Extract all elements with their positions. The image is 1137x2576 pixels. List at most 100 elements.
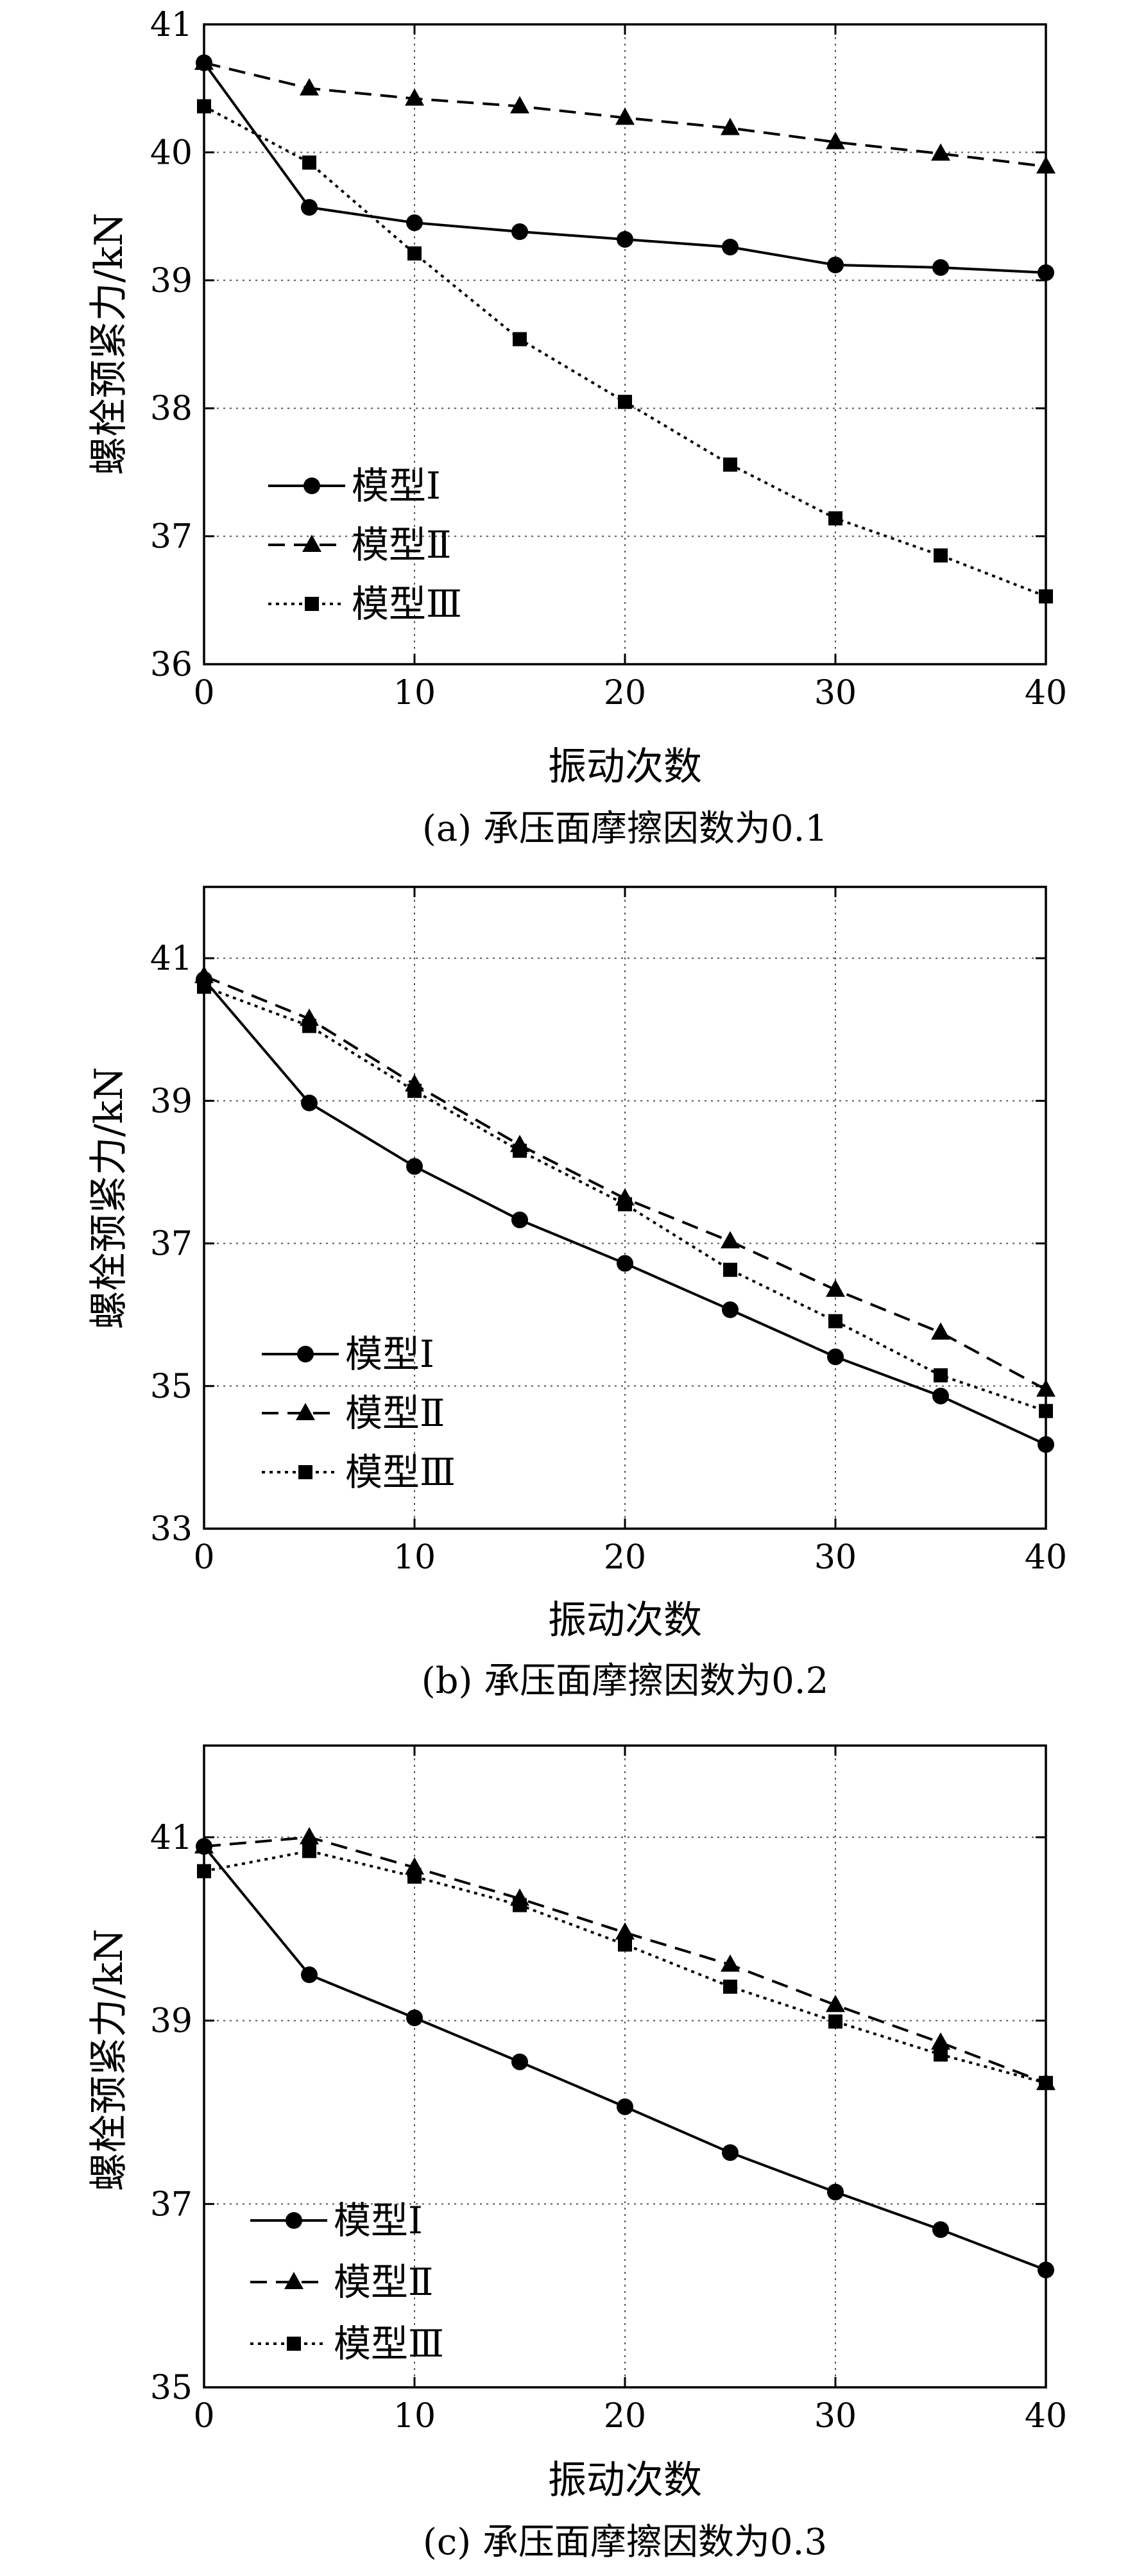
chart-c-series-3-point — [934, 2047, 948, 2062]
chart-a-series-3-point — [407, 246, 422, 261]
chart-a-series-1-point — [301, 199, 318, 216]
chart-c-series-3-point — [197, 1864, 211, 1878]
chart-a: 螺栓预紧力/kN 0 10 20 30 40363738394041模型Ⅰ模型Ⅱ模型Ⅲ … — [87, 6, 1067, 850]
chart-b-x-tick-label: 30 — [814, 1538, 857, 1577]
chart-b-y-tick-label: 39 — [150, 1082, 192, 1121]
chart-a-legend-label-2: 模型Ⅱ — [352, 523, 451, 567]
chart-c-series-1-point — [301, 1966, 318, 1984]
chart-b-x-tick-label: 20 — [604, 1538, 646, 1577]
chart-a-series-1-point — [932, 259, 949, 276]
chart-c-series-1-point — [827, 2183, 844, 2201]
chart-b-y-tick-label: 37 — [150, 1225, 192, 1264]
chart-c-legend-label-3: 模型Ⅲ — [334, 2322, 444, 2366]
chart-a-series-3-point — [302, 155, 316, 170]
chart-a-plot: 0 10 20 30 40 36 37 38 39 40 41 模型Ⅰ 模型Ⅱ 模型Ⅲ — [150, 6, 1067, 712]
chart-b-y-tick-label: 33 — [150, 1510, 192, 1549]
chart-b-series-1-point — [406, 1158, 423, 1175]
chart-c-series-3-point — [1039, 2075, 1053, 2090]
chart-a-x-tick-label: 0 — [193, 674, 214, 712]
chart-c-legend-marker-2 — [284, 2272, 303, 2289]
chart-b-plot: 0 10 20 30 40 33 35 37 39 41 模型Ⅰ 模型Ⅱ 模型Ⅲ — [150, 886, 1067, 1577]
chart-b-series-1-point — [301, 1094, 318, 1112]
chart-c-legend-label-1: 模型Ⅰ — [334, 2199, 423, 2242]
chart-c-xlabel: 振动次数 — [548, 2458, 702, 2503]
chart-b-x-tick-label: 10 — [393, 1538, 436, 1577]
chart-c-series-3-point — [618, 1937, 632, 1952]
chart-c-series-3-point — [513, 1898, 527, 1912]
chart-a-y-tick-label: 39 — [150, 262, 192, 300]
chart-a-series-1-point — [406, 214, 423, 232]
chart-c-y-tick-label: 35 — [150, 2369, 192, 2407]
chart-b-series-1-point — [617, 1255, 633, 1272]
chart-c-x-tick-label: 30 — [814, 2397, 857, 2435]
chart-a-series-3-point — [197, 99, 211, 114]
chart-a-series-2-point — [931, 143, 950, 161]
chart-b-series-2-point — [826, 1279, 845, 1297]
chart-a-legend-marker-2 — [302, 535, 321, 552]
chart-c-series-2-point — [721, 1954, 740, 1972]
chart-c-legend-marker-3 — [287, 2337, 301, 2351]
chart-b-series-1-point — [1038, 1436, 1054, 1453]
chart-a-x-tick-label: 40 — [1025, 674, 1067, 712]
chart-c-series-3-point — [407, 1869, 422, 1884]
chart-b-legend-label-3: 模型Ⅲ — [345, 1450, 456, 1494]
chart-c-ylabel: 螺栓预紧力/kN — [87, 1928, 132, 2191]
chart-b-series-3-point — [407, 1083, 422, 1098]
chart-a-x-tick-label: 20 — [604, 674, 646, 712]
chart-b-y-tick-label: 41 — [150, 940, 192, 978]
chart-c-series-1-point — [1038, 2262, 1054, 2279]
chart-c-legend-label-2: 模型Ⅱ — [334, 2260, 433, 2304]
chart-b-xlabel: 振动次数 — [548, 1598, 702, 1643]
chart-b-x-tick-label: 0 — [193, 1538, 214, 1577]
chart-b-legend-label-1: 模型Ⅰ — [345, 1332, 434, 1376]
chart-c-series-3-line — [203, 1850, 1047, 2084]
chart-c-series-1-point — [932, 2221, 949, 2238]
chart-a-x-tick-label: 30 — [814, 674, 857, 712]
chart-a-y-tick-label: 37 — [150, 518, 192, 556]
chart-c-legend-marker-1 — [286, 2212, 302, 2229]
chart-c-x-tick-label: 20 — [604, 2397, 646, 2435]
chart-a-series-1-point — [827, 256, 844, 273]
chart-b-series-1-point — [827, 1348, 844, 1366]
chart-a-series-1-point — [617, 230, 633, 248]
chart-c-plot: 0 10 20 30 40 35 37 39 41 模型Ⅰ 模型Ⅱ 模型Ⅲ — [150, 1744, 1067, 2435]
chart-c-y-tick-label: 39 — [150, 2002, 192, 2041]
chart-b-x-tick-label: 40 — [1025, 1538, 1067, 1577]
chart-b-series-1-point — [511, 1211, 528, 1228]
chart-a-series-3-point — [1039, 589, 1053, 604]
chart-a-series-2-point — [300, 78, 319, 96]
chart-c: 螺栓预紧力/kN 0 10 20 30 40 35 37 39 41 模型Ⅰ 模型Ⅱ 模型Ⅲ 振动次数… — [87, 1744, 1067, 2563]
chart-a-y-tick-label: 36 — [150, 646, 192, 684]
chart-b-series-3-point — [723, 1262, 737, 1277]
chart-c-series-3-point — [723, 1979, 737, 1994]
chart-b-legend-marker-3 — [298, 1465, 312, 1479]
chart-b-series-2-point — [721, 1231, 740, 1249]
chart-b-series-3-point — [934, 1368, 948, 1383]
chart-c-series-3-point — [828, 2014, 842, 2029]
chart-b-series-1-point — [932, 1387, 949, 1405]
chart-a-y-tick-label: 40 — [150, 133, 192, 172]
chart-c-x-tick-label: 40 — [1025, 2397, 1067, 2435]
chart-b: 螺栓预紧力/kN 0 10 20 30 40 33 35 37 39 41 模型Ⅰ 模型Ⅱ 模型Ⅲ 振动… — [87, 886, 1067, 1702]
chart-a-series-2-point — [1036, 156, 1056, 174]
chart-a-legend-label-1: 模型Ⅰ — [352, 464, 441, 508]
chart-b-series-3-point — [618, 1197, 632, 1212]
chart-c-caption: (c) 承压面摩擦因数为0.3 — [423, 2521, 827, 2563]
chart-a-series-1-point — [511, 223, 528, 241]
chart-a-legend-label-3: 模型Ⅲ — [352, 582, 462, 626]
chart-c-series-1-point — [511, 2053, 528, 2070]
chart-b-ylabel: 螺栓预紧力/kN — [87, 1067, 132, 1329]
chart-a-series-3-point — [723, 457, 737, 472]
chart-b-series-1-point — [722, 1301, 739, 1318]
chart-b-series-3-line — [203, 985, 1047, 1413]
chart-c-series-3-point — [302, 1844, 316, 1859]
chart-b-legend-marker-1 — [297, 1346, 314, 1362]
chart-a-series-1-point — [1038, 264, 1054, 281]
chart-a-y-tick-label: 38 — [150, 390, 192, 428]
chart-b-caption: (b) 承压面摩擦因数为0.2 — [422, 1660, 828, 1702]
chart-b-series-2-point — [1036, 1379, 1056, 1397]
chart-c-x-tick-label: 0 — [193, 2397, 214, 2435]
chart-b-y-tick-label: 35 — [150, 1368, 192, 1406]
chart-b-series-3-point — [197, 979, 211, 994]
